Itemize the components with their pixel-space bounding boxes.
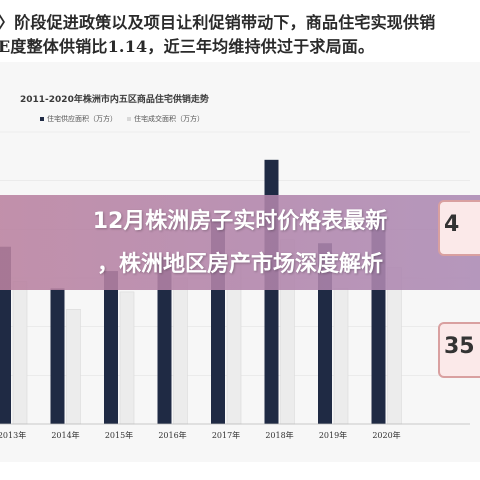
bottom-strip (0, 462, 480, 480)
header-text: 〉阶段促进政策以及项目让利促销带动下，商品住宅实现供销 E度整体供销比1.14，… (0, 0, 480, 62)
x-tick-label: 2015年 (105, 430, 133, 440)
x-tick-label: 2019年 (319, 430, 347, 440)
bar-sales-3 (173, 277, 188, 425)
legend-item-sales: 住宅成交面积（万方） (127, 114, 204, 124)
legend-item-supply: 住宅供应面积（万方） (40, 114, 117, 124)
side-card-1[interactable]: 4 (438, 200, 480, 256)
bar-supply-2 (104, 271, 118, 424)
overlay-banner (0, 195, 480, 290)
header-line-1: 〉阶段促进政策以及项目让利促销带动下，商品住宅实现供销 (0, 13, 436, 32)
x-tick-label: 2016年 (158, 430, 186, 440)
x-tick-label: 2013年 (0, 430, 26, 440)
x-tick-label: 2020年 (372, 430, 400, 440)
chart-title: 2011-2020年株洲市内五区商品住宅供销走势 (20, 95, 209, 105)
side-card-2[interactable]: 35 (438, 322, 480, 378)
bar-sales-1 (66, 309, 81, 425)
side-card-1-value: 4 (444, 212, 460, 237)
bar-supply-3 (157, 257, 172, 424)
chart-legend: 住宅供应面积（万方） 住宅成交面积（万方） (40, 114, 204, 124)
overlay-title-line-1: 12月株洲房子实时价格表最新 (92, 209, 388, 234)
side-card-2-value: 35 (444, 334, 475, 359)
x-tick-label: 2017年 (212, 430, 240, 440)
legend-swatch-supply (40, 117, 44, 121)
bar-supply-0 (0, 246, 11, 424)
legend-label-sales: 住宅成交面积（万方） (134, 115, 204, 123)
x-tick-label: 2014年 (51, 430, 79, 440)
header-line-2: E度整体供销比1.14，近三年均维持供过于求局面。 (0, 37, 375, 56)
x-tick-label: 2018年 (265, 430, 293, 440)
bar-sales-7 (387, 267, 402, 425)
bar-supply-1 (50, 288, 65, 424)
bar-sales-6 (333, 288, 349, 425)
bar-sales-2 (119, 291, 135, 425)
legend-label-supply: 住宅供应面积（万方） (47, 115, 117, 123)
overlay-title-line-2: ，株洲地区房产市场深度解析 (96, 252, 383, 277)
bar-sales-0 (12, 281, 28, 425)
legend-swatch-sales (127, 117, 131, 121)
